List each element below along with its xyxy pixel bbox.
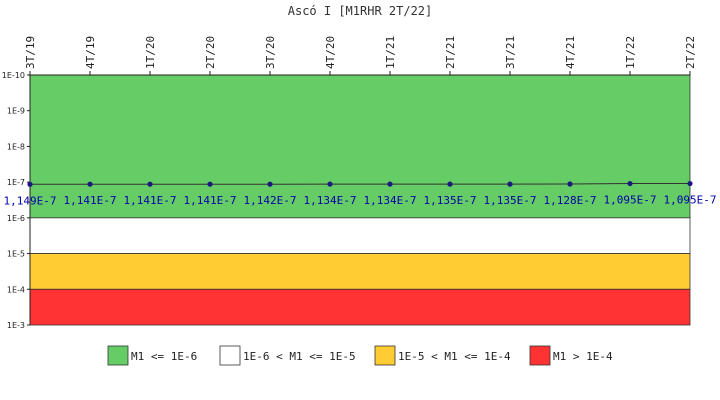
data-point <box>267 181 273 187</box>
y-tick-label: 1E-4 <box>7 285 25 294</box>
axes: 1E-10 1E-9 1E-8 1E-7 1E-6 1E-5 1E-4 1E-3 3T/19 4T… <box>2 36 697 330</box>
legend-swatch <box>529 345 551 366</box>
data-label: 1,134E-7 <box>304 194 357 207</box>
data-point <box>507 181 513 187</box>
x-tick-label: 1T/21 <box>384 36 397 69</box>
legend-label: M1 <= 1E-6 <box>131 350 197 363</box>
data-label: 1,095E-7 <box>604 194 657 207</box>
x-tick-label: 3T/20 <box>264 36 277 69</box>
x-tick-label: 3T/21 <box>504 36 517 69</box>
legend-label: M1 > 1E-4 <box>553 350 613 363</box>
data-point <box>327 181 333 187</box>
legend-label: 1E-6 < M1 <= 1E-5 <box>243 350 356 363</box>
x-tick-label: 2T/20 <box>204 36 217 69</box>
data-point <box>567 181 573 187</box>
x-tick-label: 3T/19 <box>24 36 37 69</box>
data-point <box>147 181 153 187</box>
data-label: 1,149E-7 <box>4 194 57 207</box>
chart-title: Ascó I [M1RHR 2T/22] <box>288 4 433 18</box>
data-point <box>387 181 393 187</box>
data-label: 1,135E-7 <box>424 194 477 207</box>
y-tick-label: 1E-3 <box>7 321 25 330</box>
band-1 <box>29 217 691 254</box>
data-label: 1,141E-7 <box>124 194 177 207</box>
data-point <box>207 181 213 187</box>
band-2 <box>29 253 691 290</box>
y-tick-label: 1E-8 <box>7 142 25 151</box>
x-tick-label: 2T/21 <box>444 36 457 69</box>
legend-swatch <box>374 345 396 366</box>
data-point <box>87 181 93 187</box>
legend-swatch <box>107 345 129 366</box>
y-tick-label: 1E-6 <box>7 214 25 223</box>
band-3 <box>29 288 691 326</box>
data-label: 1,141E-7 <box>184 194 237 207</box>
risk-bands <box>29 74 691 326</box>
x-tick-label: 4T/20 <box>324 36 337 69</box>
legend-label: 1E-5 < M1 <= 1E-4 <box>398 350 511 363</box>
x-tick-label: 2T/22 <box>684 36 697 69</box>
data-point <box>27 181 33 187</box>
data-point <box>627 180 633 187</box>
data-label: 1,135E-7 <box>484 194 537 207</box>
y-tick-label: 1E-10 <box>2 71 25 80</box>
y-tick-label: 1E-9 <box>7 107 25 116</box>
x-tick-label: 4T/21 <box>564 36 577 69</box>
series-line <box>29 183 690 185</box>
data-label: 1,141E-7 <box>64 194 117 207</box>
data-label: 1,095E-7 <box>664 194 717 207</box>
data-label: 1,128E-7 <box>544 194 597 207</box>
series: 1,149E-7 1,141E-7 1,141E-7 1,141E-7 1,142E-7… <box>4 180 717 207</box>
legend: M1 <= 1E-6 1E-6 < M1 <= 1E-5 1E-5 < M1 <= … <box>107 345 613 366</box>
data-label: 1,134E-7 <box>364 194 417 207</box>
data-label: 1,142E-7 <box>244 194 297 207</box>
data-point <box>447 181 453 187</box>
y-tick-label: 1E-5 <box>7 250 25 259</box>
legend-swatch <box>219 345 241 366</box>
x-tick-label: 1T/22 <box>624 36 637 69</box>
x-tick-label: 1T/20 <box>144 36 157 69</box>
data-point <box>687 180 693 187</box>
y-tick-label: 1E-7 <box>7 178 25 187</box>
band-0 <box>29 74 691 219</box>
x-tick-label: 4T/19 <box>84 36 97 69</box>
